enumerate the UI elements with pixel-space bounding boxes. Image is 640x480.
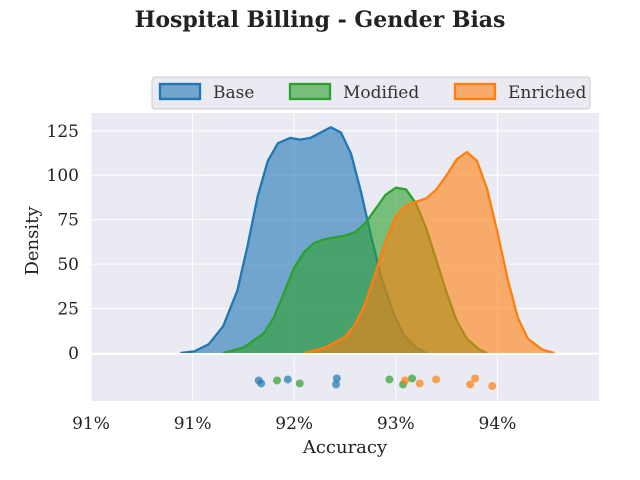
- y-tick-label: 25: [57, 300, 79, 320]
- x-axis-label: Accuracy: [302, 437, 388, 458]
- chart-title: Hospital Billing - Gender Bias: [135, 7, 506, 33]
- sample-point-base: [257, 379, 266, 388]
- legend-swatch-base: [158, 82, 202, 101]
- legend-label-modified: Modified: [343, 83, 419, 103]
- x-tick-label: 93%: [377, 414, 415, 434]
- sample-point-enriched: [415, 379, 424, 388]
- y-tick-label: 125: [47, 122, 79, 142]
- density-curves: [180, 126, 555, 355]
- sample-point-enriched: [471, 374, 480, 383]
- sample-point-base: [283, 375, 292, 384]
- legend-label-base: Base: [213, 83, 254, 103]
- y-tick-label: 50: [57, 255, 79, 275]
- legend-swatch-enriched: [453, 82, 497, 101]
- sample-point-enriched: [488, 381, 497, 390]
- sample-point-modified: [273, 376, 282, 385]
- legend-swatch-modified: [288, 82, 332, 101]
- sample-point-enriched: [432, 375, 441, 384]
- sample-point-modified: [385, 375, 394, 384]
- legend: Base Modified Enriched: [151, 76, 591, 110]
- axis-ticks: 0 25 50 75 100 125 91% 91% 92% 93% 94%: [47, 122, 517, 434]
- sample-point-modified: [295, 379, 304, 388]
- sample-point-base: [332, 380, 341, 389]
- sample-point-enriched: [401, 376, 410, 385]
- y-axis-label: Density: [22, 206, 43, 276]
- x-tick-label: 94%: [479, 414, 517, 434]
- sample-point-enriched: [466, 380, 475, 389]
- y-tick-label: 0: [68, 344, 79, 364]
- sample-point-base: [332, 374, 341, 383]
- density-line-enriched: [304, 150, 555, 355]
- legend-label-enriched: Enriched: [508, 83, 586, 103]
- x-tick-label: 91%: [72, 414, 110, 434]
- density-area-enriched: [304, 152, 555, 353]
- sample-point-modified: [408, 374, 417, 383]
- x-tick-label: 91%: [174, 414, 212, 434]
- y-tick-label: 75: [57, 211, 79, 231]
- y-tick-label: 100: [47, 166, 79, 186]
- sample-points: [254, 374, 497, 390]
- x-tick-label: 92%: [275, 414, 313, 434]
